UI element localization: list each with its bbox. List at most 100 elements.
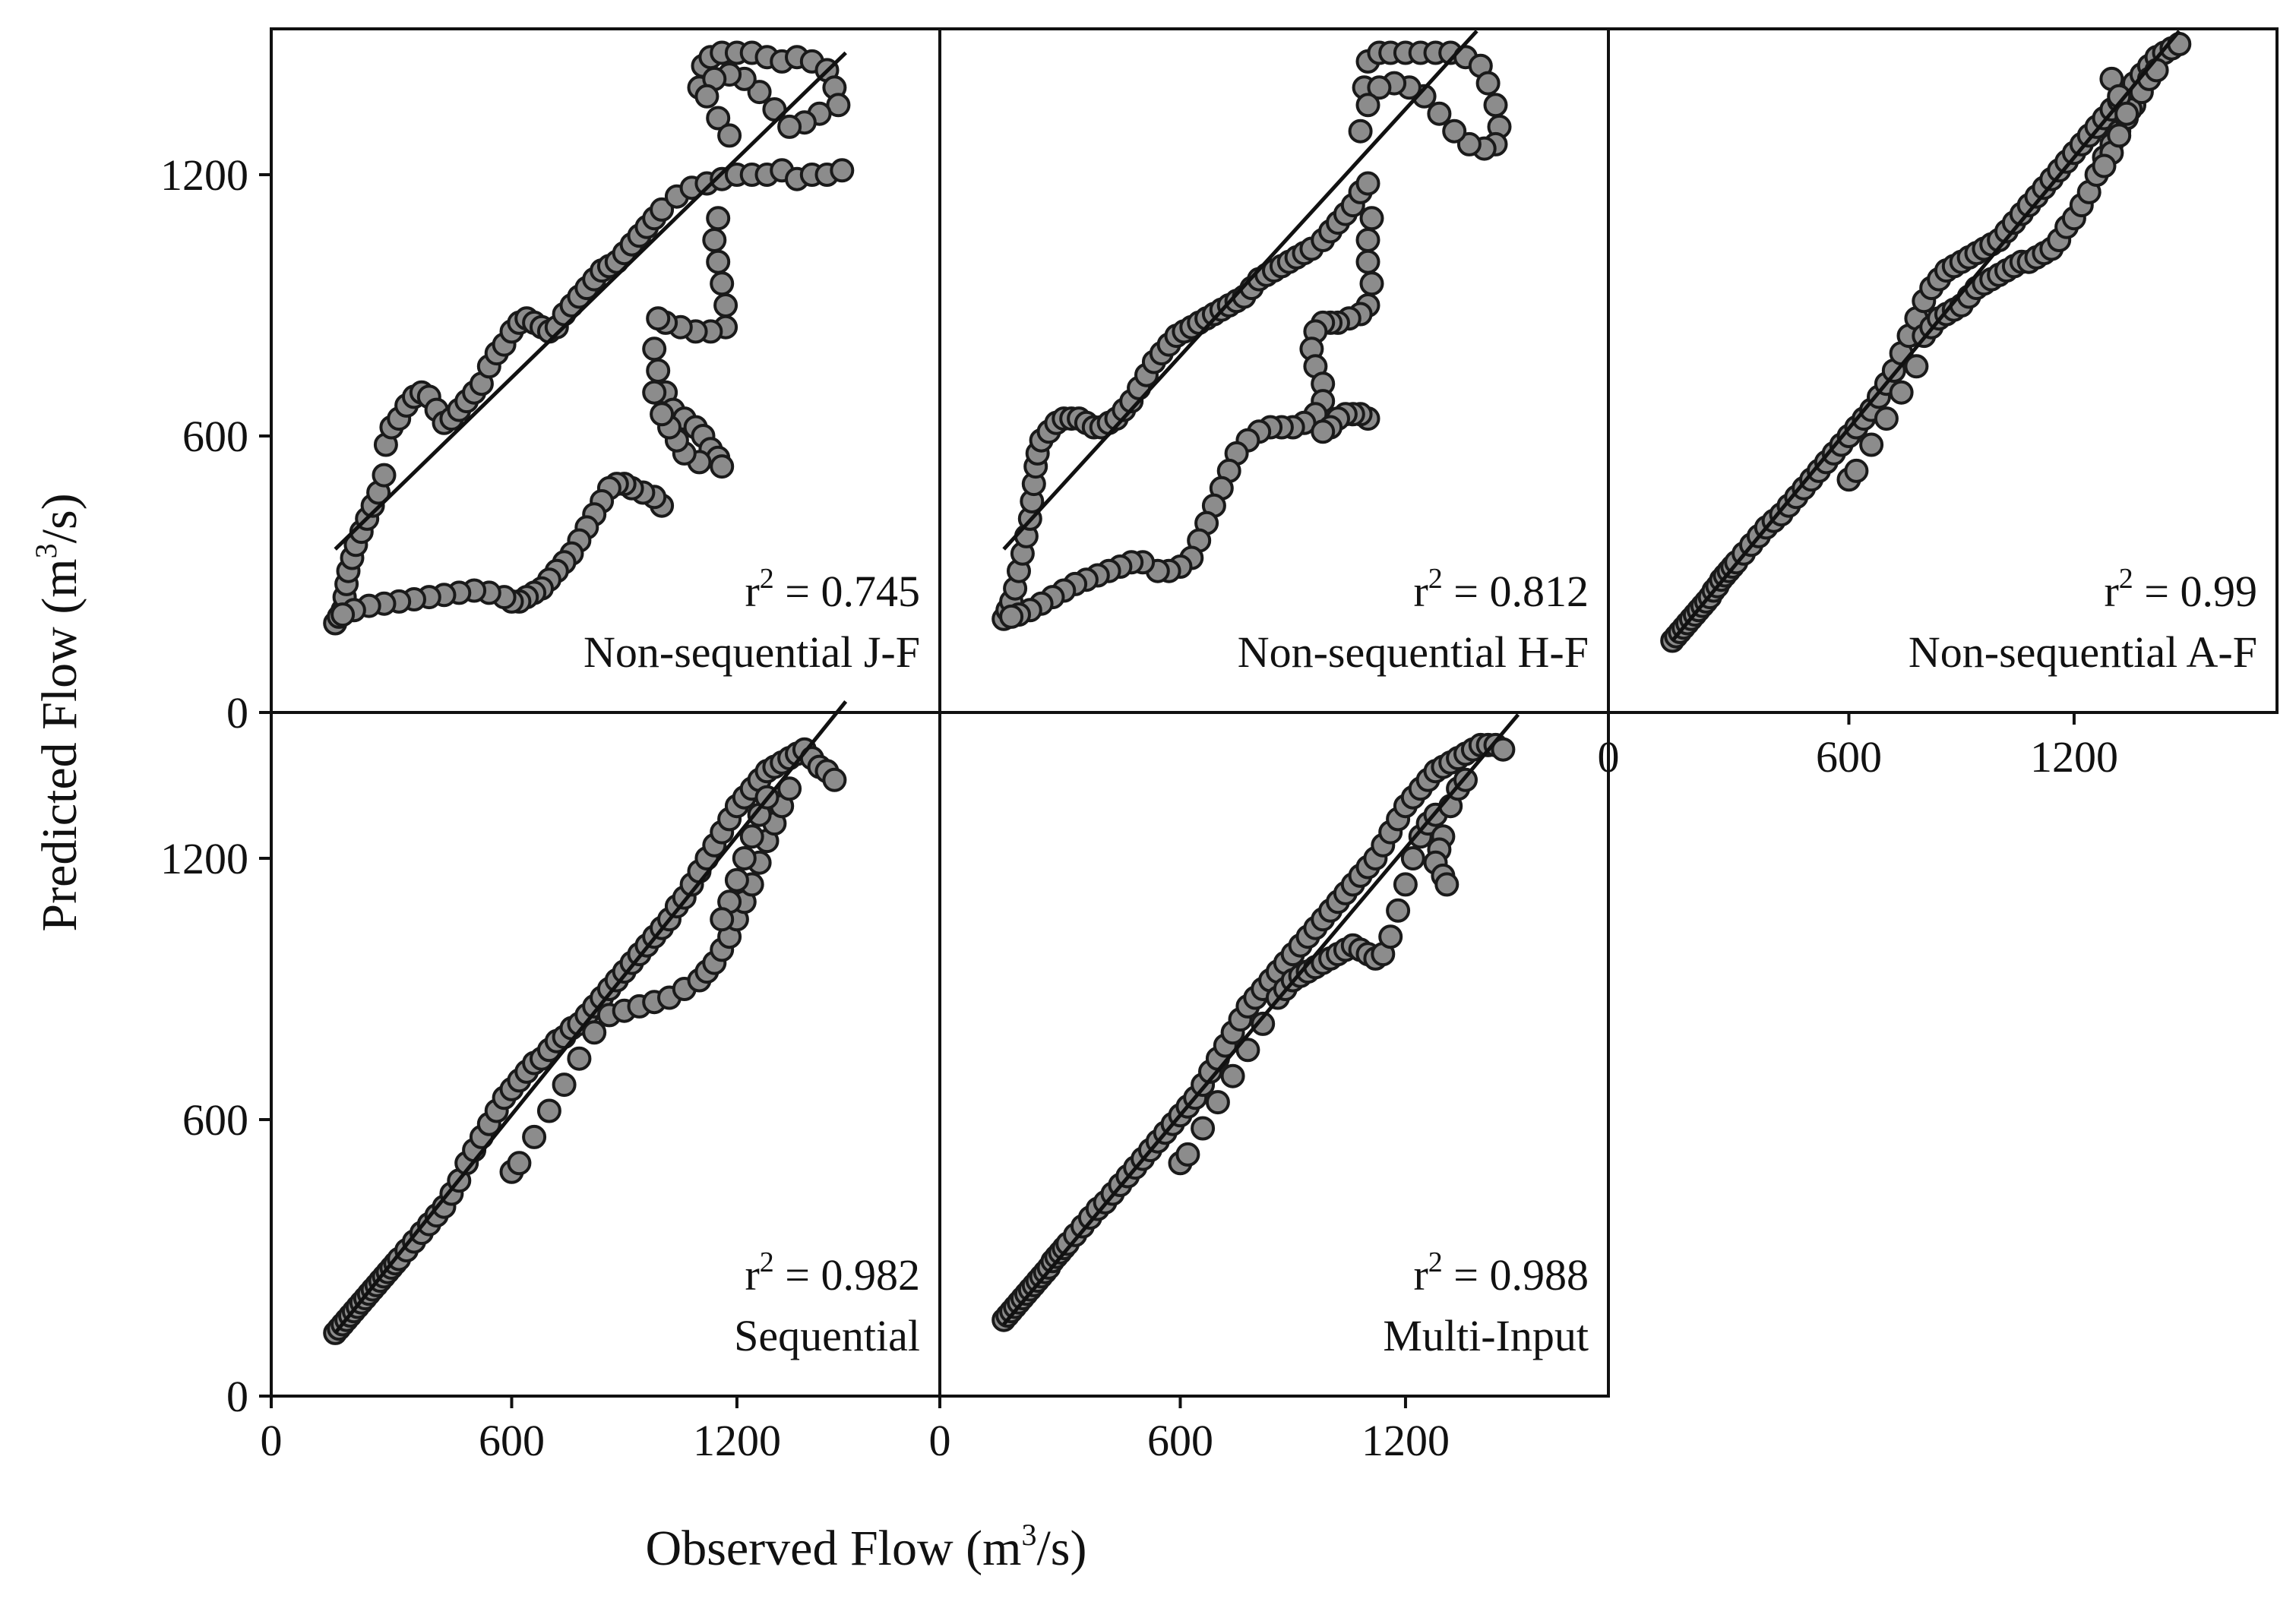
- p0-point-144: [706, 106, 731, 131]
- p0-point-74: [642, 336, 667, 362]
- p3-point-105: [732, 846, 757, 870]
- p2-point-121: [2114, 101, 2139, 126]
- p3-ytick-label-1: 600: [182, 1095, 248, 1145]
- p4-point-109: [1434, 872, 1460, 897]
- p1-point-125: [1442, 118, 1467, 144]
- p0-fit-line: [334, 51, 847, 551]
- p3-point-80: [552, 1073, 577, 1098]
- p0-point-67: [713, 293, 738, 317]
- p2-point-80: [1874, 406, 1899, 431]
- panel-multi-input: r2 = 0.988 Multi-Input 0 600 1200: [929, 711, 1610, 1465]
- p0-point-83: [710, 454, 735, 479]
- p0-points: [323, 40, 855, 636]
- p2-point-82: [1904, 354, 1929, 379]
- p2-frame: [1607, 27, 2279, 714]
- p4-fit-line: [1002, 713, 1520, 1326]
- p0-point-65: [706, 249, 731, 274]
- p0-point-89: [642, 380, 667, 405]
- p4-point-82: [1251, 1011, 1276, 1036]
- p3-point-106: [739, 824, 764, 849]
- p2-point-114: [2107, 123, 2132, 148]
- p4-point-100: [1393, 872, 1418, 897]
- p0-point-139: [747, 80, 772, 105]
- p1-point-108: [1348, 118, 1373, 144]
- p4-xtick-label-1: 600: [1147, 1416, 1213, 1465]
- p0-point-12: [372, 463, 397, 488]
- panel-non-sequential-h-f: r2 = 0.812 Non-sequential H-F: [938, 27, 1610, 714]
- p1-point-120: [1483, 93, 1508, 118]
- p1-point-55: [1355, 171, 1380, 196]
- p3-xtick-label-1: 600: [479, 1416, 545, 1465]
- p0-model-label: Non-sequential J-F: [583, 627, 920, 677]
- p2-fit-line: [1671, 30, 2181, 643]
- p2-xtick-label-2: 1200: [2030, 732, 2118, 782]
- p3-point-77: [507, 1151, 532, 1176]
- p3-r2-label: r2 = 0.982: [745, 1246, 920, 1300]
- p1-point-58: [1355, 249, 1380, 274]
- p3-ytick-label-0: 0: [226, 1372, 248, 1421]
- p1-point-126: [1427, 101, 1452, 126]
- p0-point-75: [646, 359, 671, 383]
- p0-point-73: [646, 306, 671, 331]
- p3-xtick-label-2: 1200: [693, 1416, 781, 1465]
- p0-point-121: [330, 602, 356, 627]
- p0-point-64: [702, 228, 727, 252]
- panel-sequential: r2 = 0.982 Sequential 0 600 1200 0 600 1200: [160, 700, 941, 1465]
- p0-ytick-label-0: 0: [226, 688, 248, 738]
- p1-point-59: [1359, 271, 1384, 296]
- p2-xtick-label-1: 600: [1816, 732, 1882, 782]
- p4-model-label: Multi-Input: [1383, 1311, 1589, 1360]
- p2-point-113: [2092, 153, 2117, 178]
- p1-model-label: Non-sequential H-F: [1238, 627, 1589, 677]
- p1-point-119: [1475, 71, 1501, 96]
- p0-ytick-label-2: 1200: [160, 150, 248, 200]
- p0-point-62: [830, 158, 855, 183]
- p3-point-75: [822, 767, 847, 792]
- p3-point-104: [710, 907, 735, 932]
- p0-point-50: [650, 197, 675, 222]
- p0-point-63: [706, 206, 731, 231]
- panel-non-sequential-j-f: r2 = 0.745 Non-sequential J-F 0 600 1200: [160, 27, 941, 738]
- p3-point-101: [777, 776, 802, 801]
- p0-point-145: [717, 123, 742, 148]
- p1-point-107: [999, 604, 1024, 629]
- p2-r2-label: r2 = 0.99: [2104, 563, 2257, 616]
- p1-point-56: [1359, 206, 1384, 231]
- p2-model-label: Non-sequential A-F: [1909, 627, 2257, 677]
- p3-ytick-label-2: 1200: [160, 834, 248, 883]
- x-axis-title: Observed Flow (m3/s): [646, 1518, 1087, 1576]
- p3-point-102: [724, 867, 749, 892]
- p1-point-130: [1367, 75, 1392, 100]
- p0-point-66: [710, 271, 735, 296]
- p4-point-78: [1191, 1116, 1216, 1141]
- p1-point-124: [1456, 131, 1482, 156]
- p2-point-81: [1889, 380, 1914, 405]
- p2-point-78: [1844, 458, 1869, 483]
- p4-xtick-label-0: 0: [929, 1416, 951, 1465]
- p4-frame: [938, 711, 1610, 1398]
- p4-point-80: [1220, 1063, 1245, 1088]
- p4-point-99: [1386, 898, 1411, 923]
- p4-points: [991, 732, 1516, 1332]
- p0-r2-label: r2 = 0.745: [745, 563, 920, 616]
- p1-point-57: [1355, 228, 1380, 252]
- p4-point-75: [1491, 737, 1516, 762]
- p0-point-137: [777, 114, 802, 139]
- p1-point-94: [1311, 419, 1336, 444]
- p4-point-77: [1175, 1142, 1200, 1167]
- p3-model-label: Sequential: [734, 1311, 920, 1360]
- p4-point-98: [1378, 924, 1403, 949]
- p4-xtick-label-2: 1200: [1361, 1416, 1450, 1465]
- p3-point-81: [567, 1046, 592, 1071]
- p0-point-88: [650, 402, 675, 427]
- p1-fit-line: [1002, 30, 1478, 551]
- p2-point-76: [2167, 32, 2192, 56]
- p3-point-82: [582, 1020, 607, 1045]
- p1-point-131: [1355, 93, 1380, 118]
- p3-xtick-label-0: 0: [261, 1416, 283, 1465]
- p3-point-79: [536, 1098, 561, 1123]
- p3-point-78: [522, 1124, 547, 1149]
- p4-point-79: [1205, 1090, 1230, 1115]
